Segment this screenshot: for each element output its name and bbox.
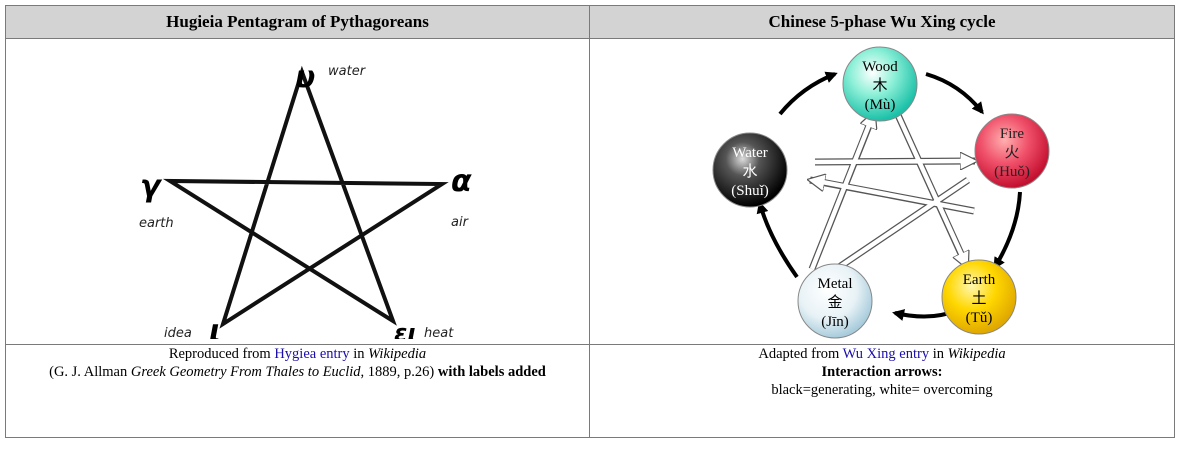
phase-earth: Earth 土 (Tǔ) [942,260,1016,334]
interaction-arrows-heading: Interaction arrows: [590,363,1174,381]
left-caption-citation-open: (G. J. Allman [49,364,131,380]
phase-wood: Wood 木 (Mù) [843,47,917,121]
arrow-water-fire [815,161,968,162]
arrow-metal-water [760,204,797,277]
wood-pinyin: (Mù) [865,97,896,113]
pentagram-cell: υ water α air ει heat ι idea γ earth [6,39,590,345]
water-hanzi: 水 [742,163,757,180]
wuxing-entry-link[interactable]: Wu Xing entry [843,346,929,362]
label-water: water [328,64,367,79]
earth-hanzi: 土 [971,290,986,307]
letter-alpha: α [451,164,472,199]
header-row: Hugieia Pentagram of Pythagoreans Chines… [6,6,1175,39]
right-caption-prefix: Adapted from [758,346,842,362]
pentagram-figure: υ water α air ει heat ι idea γ earth [6,39,590,339]
right-caption-mid: in [929,346,948,362]
earth-name: Earth [963,272,996,288]
hygiea-entry-link[interactable]: Hygiea entry [274,346,349,362]
comparison-table: Hugieia Pentagram of Pythagoreans Chines… [5,5,1175,438]
left-caption-mid: in [350,346,369,362]
label-heat: heat [424,326,454,339]
arrow-wood-fire [926,74,982,112]
arrow-water-wood [780,74,835,114]
left-caption-citation-rest: , 1889, p.26) [361,364,438,380]
left-caption: Reproduced from Hygiea entry in Wikipedi… [6,345,590,438]
metal-hanzi: 金 [827,294,842,311]
phase-metal: Metal 金 (Jīn) [798,264,872,338]
metal-name: Metal [818,276,853,292]
wuxing-cell: Wood 木 (Mù) Fire 火 (Huǒ) Earth 土 (Tǔ) [590,39,1175,345]
arrow-fire-earth [995,192,1020,267]
wuxing-figure: Wood 木 (Mù) Fire 火 (Huǒ) Earth 土 (Tǔ) [590,39,1175,339]
phase-water: Water 水 (Shuǐ) [713,133,787,207]
left-caption-line1: Reproduced from Hygiea entry in Wikipedi… [6,345,589,363]
fire-pinyin: (Huǒ) [994,164,1030,180]
letter-upsilon: υ [295,60,315,95]
metal-pinyin: (Jīn) [821,314,849,330]
figure-row: υ water α air ει heat ι idea γ earth [6,39,1175,345]
caption-row: Reproduced from Hygiea entry in Wikipedi… [6,345,1175,438]
water-pinyin: (Shuǐ) [731,183,769,199]
overcoming-cycle [810,113,975,284]
label-idea: idea [164,326,192,339]
left-caption-source: Wikipedia [368,346,426,362]
left-caption-labels-note: with labels added [438,364,546,380]
letter-gamma: γ [140,169,163,204]
wood-name: Wood [862,59,898,75]
right-caption-source: Wikipedia [948,346,1006,362]
left-caption-prefix: Reproduced from [169,346,275,362]
phase-fire: Fire 火 (Huǒ) [975,114,1049,188]
water-name: Water [732,145,767,161]
label-air: air [451,215,470,230]
right-caption-line1: Adapted from Wu Xing entry in Wikipedia [590,345,1174,363]
arrow-metal-wood [812,120,871,269]
left-header: Hugieia Pentagram of Pythagoreans [6,6,590,39]
right-caption: Adapted from Wu Xing entry in Wikipedia … [590,345,1175,438]
left-caption-line2: (G. J. Allman Greek Geometry From Thales… [6,363,589,381]
fire-hanzi: 火 [1004,145,1019,161]
earth-pinyin: (Tǔ) [966,310,993,326]
pentagram-star [170,72,442,324]
interaction-arrows-legend: black=generating, white= overcoming [590,381,1174,399]
wood-hanzi: 木 [872,77,887,94]
right-header: Chinese 5-phase Wu Xing cycle [590,6,1175,39]
fire-name: Fire [1000,126,1025,142]
left-caption-book-title: Greek Geometry From Thales to Euclid [131,364,361,380]
letter-iota: ι [209,314,221,339]
letter-epsilon-iota: ει [394,319,417,339]
label-earth: earth [139,216,174,231]
